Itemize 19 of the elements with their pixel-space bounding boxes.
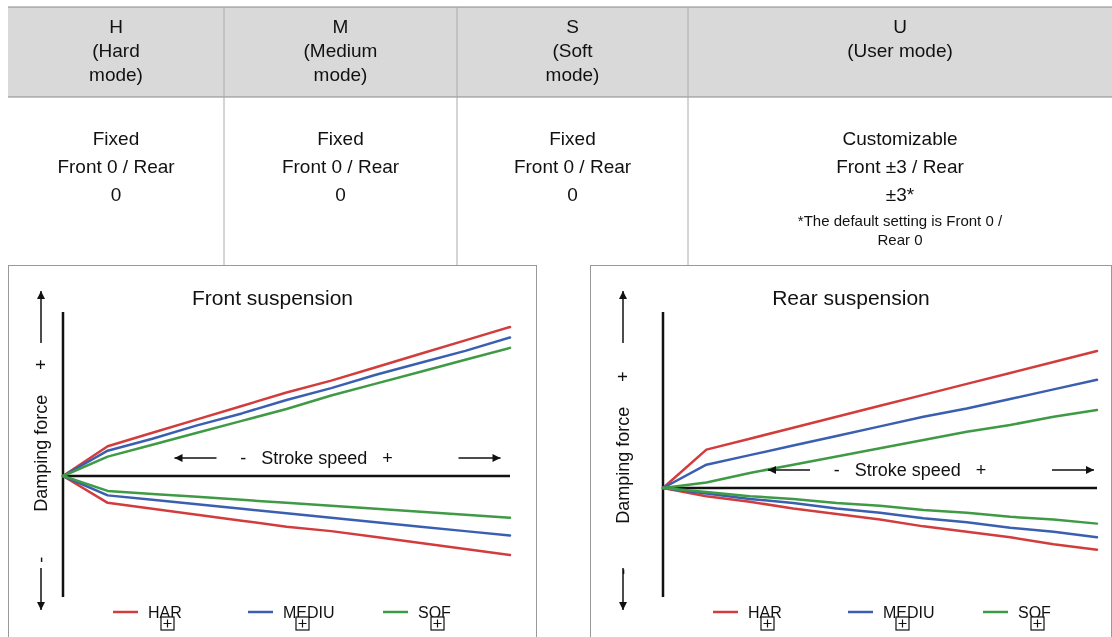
text: *The default setting is Front 0 / Rear 0 xyxy=(797,212,1003,248)
text: U (User mode) xyxy=(847,16,953,61)
y-axis-title: - Damping force + xyxy=(31,359,51,563)
text: Fixed Front 0 / Rear 0 xyxy=(57,128,176,205)
legend-label: MEDIU xyxy=(283,604,335,621)
text: S (Soft mode) xyxy=(545,16,600,85)
text: M (Medium mode) xyxy=(303,16,378,85)
legend-label: HAR xyxy=(748,604,782,621)
text: H (Hard mode) xyxy=(89,16,143,85)
chart-title: Front suspension xyxy=(191,286,354,309)
legend-label: HAR xyxy=(148,604,182,621)
text: Customizable Front ±3 / Rear ±3* xyxy=(836,128,965,205)
legend-label: MEDIU xyxy=(883,604,935,621)
text: Fixed Front 0 / Rear 0 xyxy=(281,128,400,205)
chart-title: Rear suspension xyxy=(772,286,930,309)
x-axis-title: - Stroke speed + xyxy=(833,460,987,480)
x-axis-title: - Stroke speed + xyxy=(240,448,393,468)
text: Fixed Front 0 / Rear 0 xyxy=(513,128,632,205)
y-axis-title: - Damping force + xyxy=(613,371,633,575)
